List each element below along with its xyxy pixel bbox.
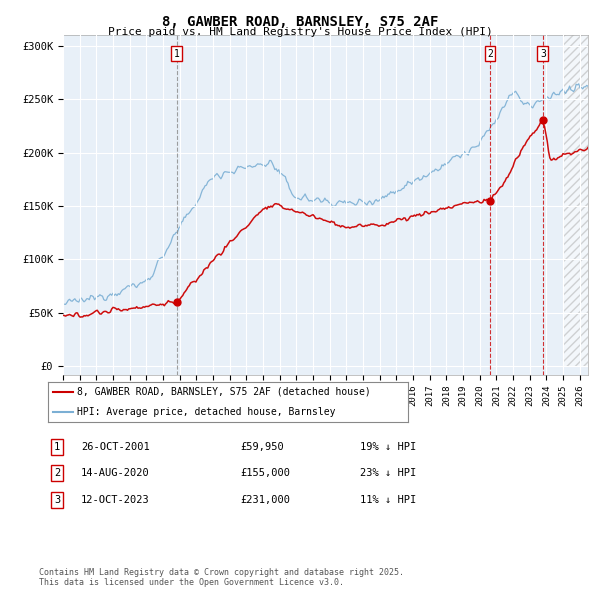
Text: 2: 2 xyxy=(54,468,60,478)
Text: 12-OCT-2023: 12-OCT-2023 xyxy=(81,495,150,504)
Text: 2: 2 xyxy=(487,48,493,58)
Text: 14-AUG-2020: 14-AUG-2020 xyxy=(81,468,150,478)
Text: Contains HM Land Registry data © Crown copyright and database right 2025.
This d: Contains HM Land Registry data © Crown c… xyxy=(39,568,404,587)
Text: 19% ↓ HPI: 19% ↓ HPI xyxy=(360,442,416,451)
Text: £155,000: £155,000 xyxy=(240,468,290,478)
Text: 23% ↓ HPI: 23% ↓ HPI xyxy=(360,468,416,478)
Text: 3: 3 xyxy=(54,495,60,504)
Text: Price paid vs. HM Land Registry's House Price Index (HPI): Price paid vs. HM Land Registry's House … xyxy=(107,27,493,37)
Text: 8, GAWBER ROAD, BARNSLEY, S75 2AF: 8, GAWBER ROAD, BARNSLEY, S75 2AF xyxy=(162,15,438,30)
Text: £231,000: £231,000 xyxy=(240,495,290,504)
Text: £59,950: £59,950 xyxy=(240,442,284,451)
Text: HPI: Average price, detached house, Barnsley: HPI: Average price, detached house, Barn… xyxy=(77,407,335,417)
Text: 1: 1 xyxy=(174,48,179,58)
Text: 11% ↓ HPI: 11% ↓ HPI xyxy=(360,495,416,504)
Text: 26-OCT-2001: 26-OCT-2001 xyxy=(81,442,150,451)
Text: 3: 3 xyxy=(540,48,546,58)
Text: 8, GAWBER ROAD, BARNSLEY, S75 2AF (detached house): 8, GAWBER ROAD, BARNSLEY, S75 2AF (detac… xyxy=(77,387,371,396)
Text: 1: 1 xyxy=(54,442,60,451)
